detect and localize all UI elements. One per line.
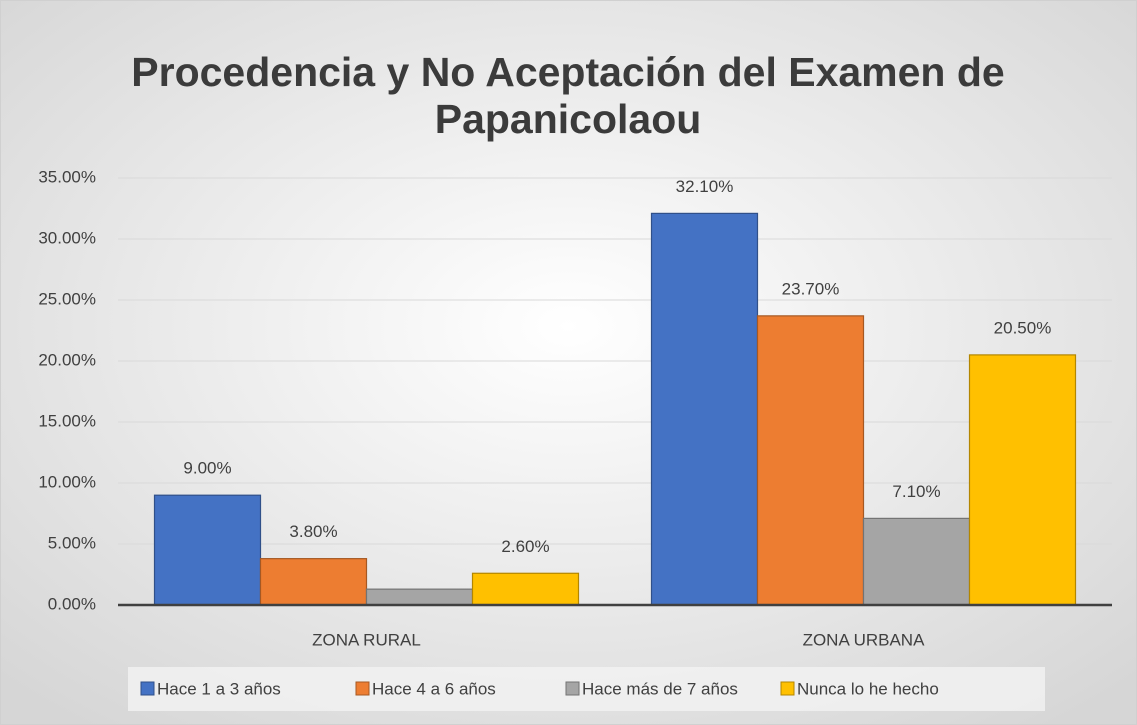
chart-title: Procedencia y No Aceptación del Examen d…	[131, 49, 1004, 95]
bar	[756, 315, 865, 606]
legend-label: Hace más de 7 años	[582, 679, 738, 698]
bar	[471, 572, 580, 606]
data-label: 9.00%	[183, 459, 231, 478]
bar	[259, 558, 368, 606]
legend-label: Nunca lo he hecho	[797, 679, 939, 698]
x-tick-label: ZONA RURAL	[312, 630, 421, 649]
data-label: 2.60%	[501, 537, 549, 556]
y-tick-label: 0.00%	[48, 594, 96, 613]
y-tick-label: 10.00%	[38, 472, 96, 491]
bar	[153, 494, 262, 606]
legend-swatch	[355, 681, 370, 696]
chart-title: Papanicolaou	[435, 96, 702, 142]
legend-swatch	[140, 681, 155, 696]
legend-label: Hace 1 a 3 años	[157, 679, 281, 698]
bar	[968, 354, 1077, 606]
data-label: 3.80%	[289, 522, 337, 541]
data-label: 23.70%	[782, 279, 840, 298]
y-tick-label: 30.00%	[38, 228, 96, 247]
legend	[128, 667, 1045, 711]
data-label: 7.10%	[892, 482, 940, 501]
legend-swatch	[780, 681, 795, 696]
legend-label: Hace 4 a 6 años	[372, 679, 496, 698]
y-tick-label: 25.00%	[38, 289, 96, 308]
y-tick-label: 20.00%	[38, 350, 96, 369]
y-tick-label: 35.00%	[38, 167, 96, 186]
data-label: 20.50%	[994, 318, 1052, 337]
bar	[862, 517, 971, 606]
legend-swatch	[565, 681, 580, 696]
data-label: 32.10%	[676, 177, 734, 196]
bar	[650, 212, 759, 606]
y-tick-label: 5.00%	[48, 533, 96, 552]
y-tick-label: 15.00%	[38, 411, 96, 430]
bar	[365, 588, 474, 606]
x-tick-label: ZONA URBANA	[803, 630, 926, 649]
